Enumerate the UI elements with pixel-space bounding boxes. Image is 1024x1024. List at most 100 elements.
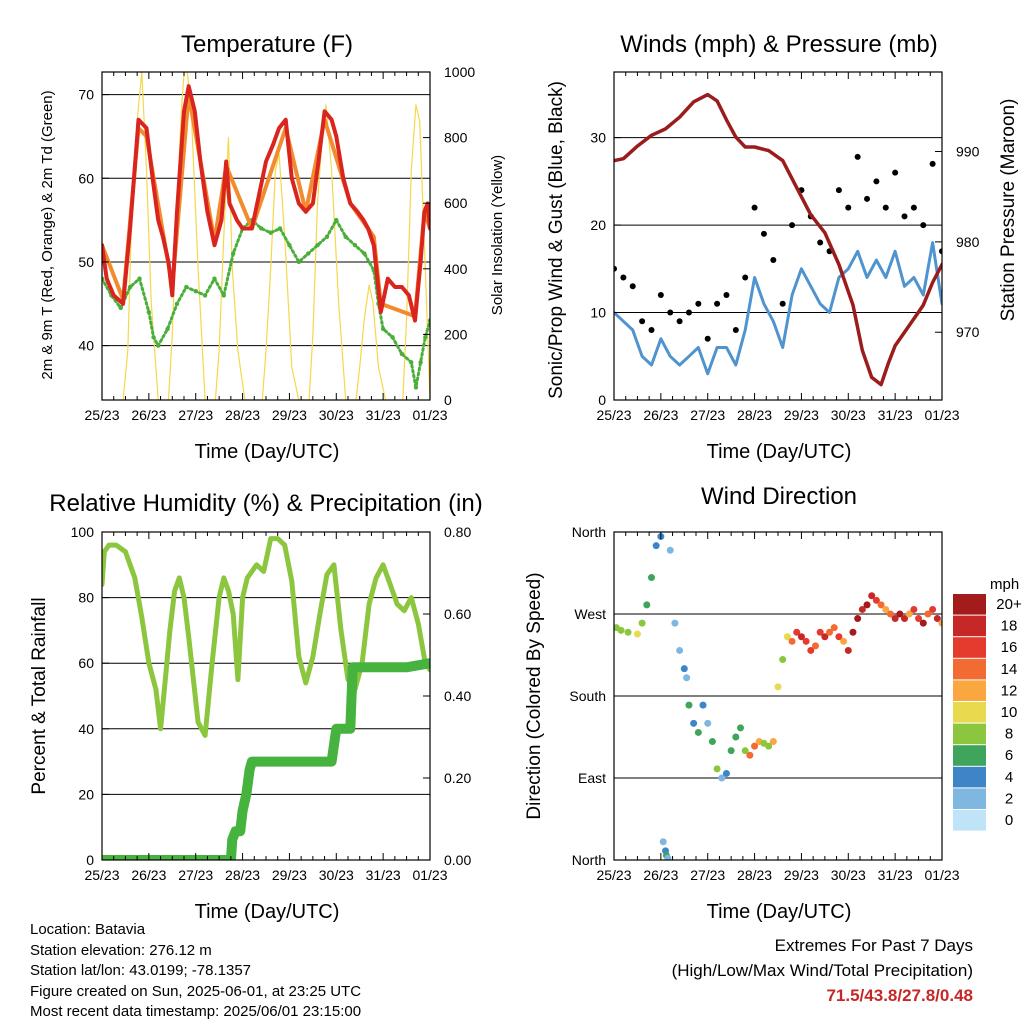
wind-direction-point: [816, 628, 824, 636]
wind-direction-point: [938, 619, 942, 627]
y2-tick-label: 990: [956, 144, 980, 160]
wind-direction-point: [624, 628, 632, 636]
legend-swatch: [953, 810, 986, 831]
extremes-values: 71.5/43.8/27.8/0.48: [826, 986, 973, 1005]
wind-direction-point: [659, 838, 667, 846]
wind-direction-point: [774, 683, 782, 691]
y-tick-label: 30: [590, 130, 606, 146]
y-tick-label: 40: [78, 721, 94, 737]
wind-direction-point: [638, 619, 646, 627]
temperature-y2label: Solar Insolation (Yellow): [489, 155, 506, 315]
wind-direction-point: [671, 619, 679, 627]
wind-direction-point: [793, 628, 801, 636]
wind-gust-point: [939, 248, 942, 255]
extremes-subheading: (High/Low/Max Wind/Total Precipitation): [671, 961, 973, 980]
x-tick-label: 30/23: [319, 407, 354, 423]
y-tick-label: North: [572, 852, 606, 868]
wind-gust-point: [817, 239, 824, 246]
legend-swatch: [953, 788, 986, 809]
precipitation-line: [102, 658, 430, 860]
y-tick-label: 10: [590, 305, 606, 321]
dewpoint-point: [268, 230, 273, 235]
x-tick-label: 28/23: [737, 867, 772, 883]
dewpoint-point: [324, 234, 330, 240]
x-tick-label: 29/23: [784, 407, 819, 423]
dewpoint-point: [423, 335, 428, 340]
dewpoint-point: [343, 234, 348, 240]
x-tick-label: 28/23: [225, 867, 260, 883]
x-tick-label: 29/23: [272, 407, 307, 423]
legend-label: 20+: [996, 596, 1022, 613]
humidity-title: Relative Humidity (%) & Precipitation (i…: [49, 490, 482, 517]
wind-direction-point: [830, 624, 838, 632]
wind-direction-point: [683, 674, 691, 682]
wind-direction-point: [746, 751, 754, 759]
wind-direction-point: [765, 742, 773, 750]
dewpoint-point: [305, 251, 311, 256]
y2-tick-label: 0.00: [444, 852, 471, 868]
legend-label: 10: [1001, 704, 1018, 721]
wind-direction-point: [905, 610, 913, 618]
wind-gust-point: [770, 257, 777, 264]
dewpoint-point: [259, 226, 264, 231]
wind-direction-point: [844, 646, 852, 654]
dewpoint-point: [146, 309, 152, 315]
x-tick-label: 31/23: [366, 407, 401, 423]
direction-series: [614, 533, 942, 860]
legend-label: 18: [1001, 618, 1018, 635]
station-location: Location: Batavia: [30, 921, 146, 938]
wind-gust-point: [892, 169, 899, 176]
wind-direction-point: [840, 637, 848, 645]
wind-direction-point: [722, 769, 730, 777]
legend-swatch: [953, 766, 986, 788]
wind-direction-point: [737, 724, 745, 732]
legend-swatch: [953, 702, 986, 723]
wind-direction-point: [868, 592, 876, 600]
legend-swatch: [953, 680, 986, 701]
wind-direction-point: [704, 719, 712, 727]
solar-insolation-line: [110, 72, 430, 400]
x-tick-label: 25/23: [84, 867, 119, 883]
dewpoint-line: [102, 218, 430, 389]
y2-tick-label: 0.60: [444, 606, 471, 622]
wind-gust-point: [835, 187, 842, 194]
wind-direction-point: [769, 738, 777, 746]
dewpoint-point: [287, 243, 292, 248]
direction-gridlines: [614, 531, 942, 861]
wind-gust-point: [751, 204, 758, 211]
x-tick-label: 30/23: [831, 867, 866, 883]
wind-direction-point: [643, 601, 651, 609]
wind-direction-point: [732, 733, 740, 741]
winds-y2label: Station Pressure (Maroon): [998, 99, 1019, 322]
y2-tick-label: 400: [444, 261, 468, 277]
wind-gust-point: [657, 292, 664, 299]
x-tick-label: 27/23: [178, 867, 213, 883]
direction-title: Wind Direction: [701, 483, 857, 510]
temp-2m-line: [102, 84, 430, 323]
winds-axes: 25/23 26/23 27/23 28/23 29/23 30/23 31/23 01/23…: [590, 71, 980, 423]
x-tick-label: 26/23: [643, 867, 678, 883]
legend-label: 6: [1005, 747, 1013, 764]
y2-tick-label: 0.80: [444, 524, 471, 540]
wind-gust-point: [742, 274, 749, 281]
dewpoint-point: [137, 276, 142, 281]
winds-title: Winds (mph) & Pressure (mb): [620, 31, 937, 58]
station-latlon: Station lat/lon: 43.0199; -78.1357: [30, 962, 252, 979]
wind-gust-point: [845, 204, 852, 211]
dewpoint-point: [156, 343, 161, 348]
wind-direction-point: [826, 628, 834, 636]
winds-gridlines: [614, 137, 942, 401]
wind-direction-point: [821, 633, 829, 641]
wind-direction-point: [699, 701, 707, 709]
legend-swatch: [953, 723, 986, 745]
x-tick-label: 27/23: [178, 407, 213, 423]
y-tick-label: 0: [598, 392, 606, 408]
wind-direction-point: [858, 605, 866, 613]
wind-direction-point: [849, 628, 857, 636]
y-tick-label: 0: [86, 852, 94, 868]
temperature-title: Temperature (F): [181, 31, 353, 58]
x-tick-label: 31/23: [878, 407, 913, 423]
dewpoint-point: [212, 276, 217, 281]
wind-direction-point: [788, 637, 796, 645]
